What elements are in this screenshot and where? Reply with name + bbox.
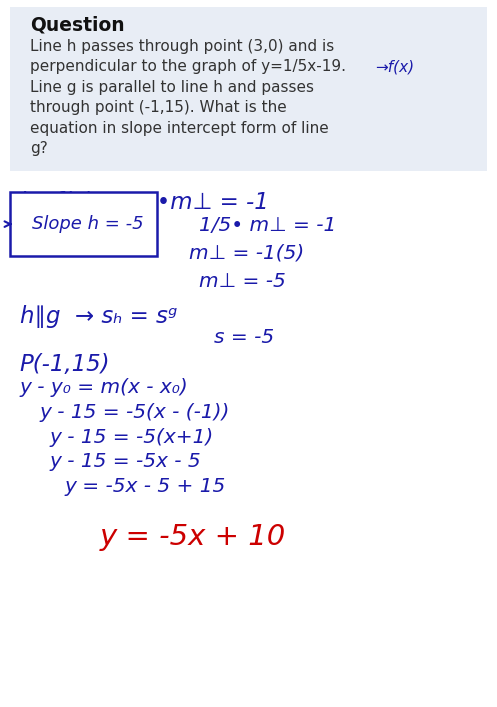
Text: Question: Question: [30, 16, 124, 35]
Text: m⊥ = -5: m⊥ = -5: [199, 272, 286, 291]
Text: Line g is parallel to line h and passes: Line g is parallel to line h and passes: [30, 80, 314, 95]
Text: Slope h = -5: Slope h = -5: [32, 215, 144, 233]
Text: equation in slope intercept form of line: equation in slope intercept form of line: [30, 121, 329, 136]
Text: y - 15 = -5(x+1): y - 15 = -5(x+1): [50, 428, 214, 447]
Text: y = -5x + 10: y = -5x + 10: [99, 523, 286, 551]
Text: h⊥f(x)  → m•m⊥ = -1: h⊥f(x) → m•m⊥ = -1: [20, 191, 269, 214]
Text: y - y₀ = m(x - x₀): y - y₀ = m(x - x₀): [20, 378, 189, 397]
Text: s = -5: s = -5: [214, 328, 274, 347]
Text: y - 15 = -5(x - (-1)): y - 15 = -5(x - (-1)): [40, 403, 230, 422]
Text: h∥g  → sₕ = sᵍ: h∥g → sₕ = sᵍ: [20, 305, 177, 329]
FancyBboxPatch shape: [10, 192, 157, 256]
Text: y = -5x - 5 + 15: y = -5x - 5 + 15: [65, 477, 226, 496]
Text: m⊥ = -1(5): m⊥ = -1(5): [189, 244, 304, 263]
FancyBboxPatch shape: [10, 7, 487, 171]
Text: perpendicular to the graph of y=1/5x-19.: perpendicular to the graph of y=1/5x-19.: [30, 59, 346, 74]
Text: P(-1,15): P(-1,15): [20, 354, 110, 377]
Text: through point (-1,15). What is the: through point (-1,15). What is the: [30, 100, 287, 115]
Text: →f(x): →f(x): [375, 59, 414, 74]
Text: y - 15 = -5x - 5: y - 15 = -5x - 5: [50, 452, 201, 472]
Text: g?: g?: [30, 141, 48, 156]
Text: 1/5• m⊥ = -1: 1/5• m⊥ = -1: [199, 216, 336, 235]
Text: Line h passes through point (3,0) and is: Line h passes through point (3,0) and is: [30, 39, 334, 54]
